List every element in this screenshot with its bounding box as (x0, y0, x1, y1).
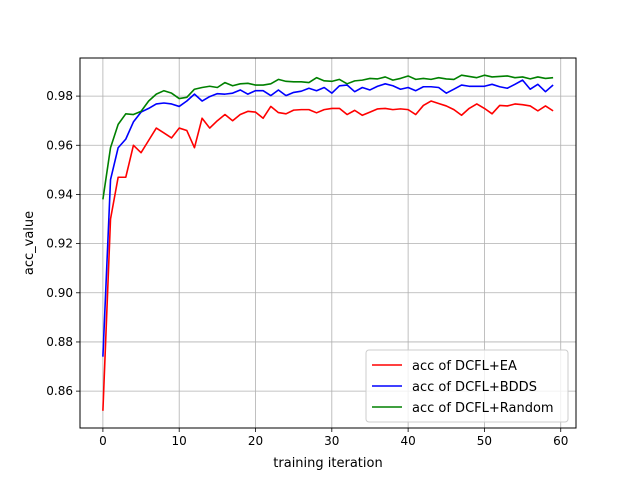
grid (80, 58, 576, 428)
legend-label: acc of DCFL+BDDS (412, 380, 537, 395)
x-tick-label: 30 (324, 434, 339, 448)
axis-ticks: 0 10 20 30 40 50 60 0.86 0.88 0.90 0.92 0.94 0.96 0.9… (46, 89, 568, 448)
plot-frame (79, 57, 577, 429)
series-line (102, 79, 554, 357)
y-tick-label: 0.88 (46, 335, 73, 349)
legend-entries: acc of DCFL+EA acc of DCFL+BDDS acc of DCF… (372, 359, 554, 416)
y-tick-label: 0.92 (46, 237, 73, 251)
legend-box (365, 349, 569, 423)
series-lines (102, 74, 554, 411)
series-line (102, 74, 554, 200)
x-tick-label: 0 (99, 434, 107, 448)
legend-label: acc of DCFL+EA (412, 359, 517, 374)
series-line (102, 100, 554, 411)
x-tick-label: 10 (172, 434, 187, 448)
y-tick-label: 0.86 (46, 384, 73, 398)
y-tick-label: 0.96 (46, 138, 73, 152)
x-tick-label: 60 (553, 434, 568, 448)
x-tick-label: 50 (477, 434, 492, 448)
y-tick-label: 0.90 (46, 286, 73, 300)
legend: acc of DCFL+EA acc of DCFL+BDDS acc of DCF… (365, 349, 569, 423)
y-tick-label: 0.98 (46, 89, 73, 103)
x-axis-label: training iteration (273, 456, 382, 471)
y-tick-label: 0.94 (46, 187, 73, 201)
x-tick-label: 40 (400, 434, 415, 448)
x-tick-label: 20 (248, 434, 263, 448)
y-axis-label: acc_value (22, 211, 37, 275)
legend-label: acc of DCFL+Random (412, 401, 554, 416)
